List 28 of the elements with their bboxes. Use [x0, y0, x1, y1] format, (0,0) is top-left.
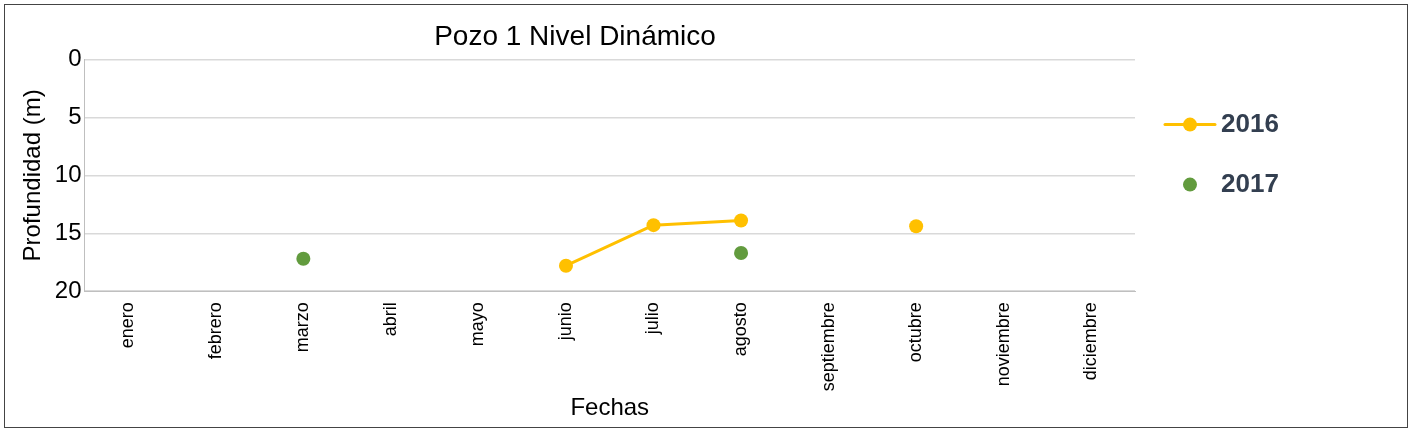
y-tick-label: 10 [54, 160, 82, 187]
x-tick-label: septiembre [817, 302, 838, 392]
x-tick-label: abril [379, 302, 400, 337]
x-tick-label: enero [117, 302, 138, 349]
point [734, 245, 749, 260]
point [734, 213, 749, 228]
y-tick-label: 20 [54, 275, 82, 303]
x-tick-label: octubre [905, 302, 926, 363]
x-tick-label: febrero [204, 302, 225, 360]
point [646, 218, 661, 233]
x-tick-label: diciembre [1080, 302, 1101, 381]
y-tick-label: 15 [54, 217, 82, 245]
x-tick-label: marzo [292, 302, 313, 353]
x-tick-label: noviembre [992, 302, 1013, 387]
point [909, 219, 924, 234]
x-tick-label: julio [642, 302, 663, 336]
y-tick-label: 0 [68, 44, 82, 72]
point [296, 251, 311, 266]
y-axis-title: Profundidad (m) [18, 89, 46, 262]
legend-label: 2017 [1221, 167, 1279, 198]
x-tick-label: agosto [730, 302, 751, 357]
chart-title: Pozo 1 Nivel Dinámico [434, 19, 716, 51]
legend-label: 2016 [1221, 107, 1279, 138]
x-tick-label: junio [554, 302, 575, 342]
x-axis-title: Fechas [570, 393, 650, 421]
point [558, 258, 573, 273]
x-tick-label: mayo [467, 302, 488, 347]
y-tick-label: 5 [68, 102, 82, 130]
